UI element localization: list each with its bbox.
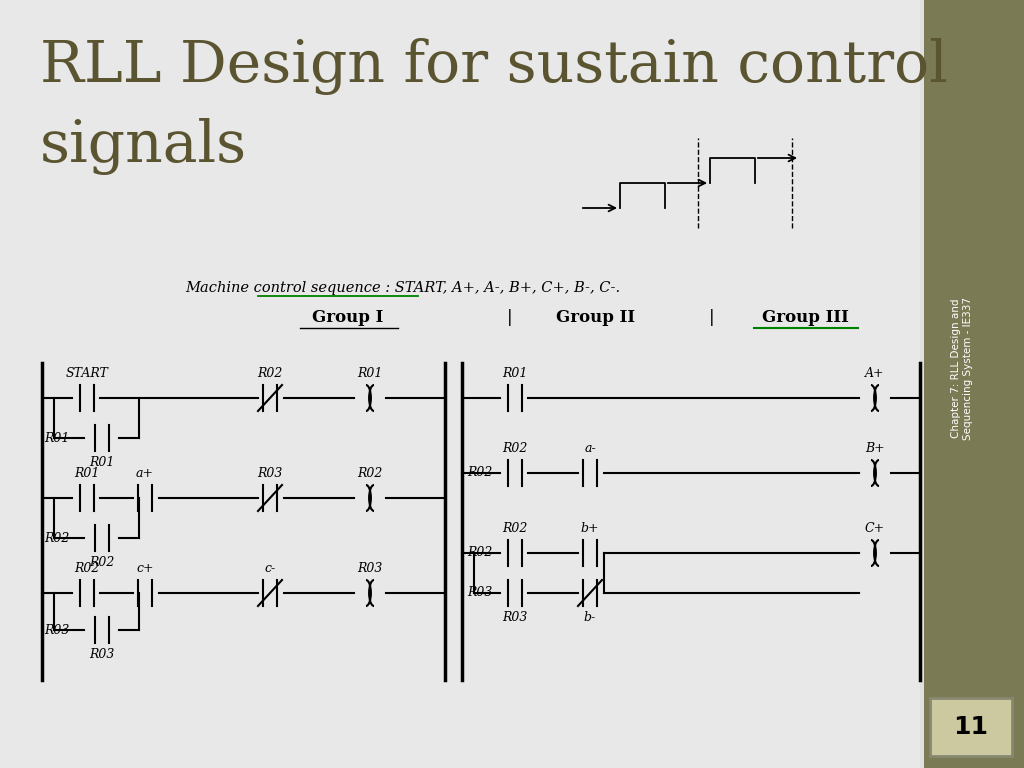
Text: R02: R02 [89, 556, 115, 569]
Text: b+: b+ [581, 522, 599, 535]
Text: R03: R03 [44, 624, 70, 637]
Bar [930, 698, 1012, 756]
Text: Chapter 7: RLL Design and
Sequencing System - IE337: Chapter 7: RLL Design and Sequencing Sys… [951, 296, 973, 439]
Text: 11: 11 [953, 715, 988, 739]
Text: R02: R02 [503, 522, 527, 535]
Text: RLL Design for sustain control: RLL Design for sustain control [40, 38, 948, 95]
Text: R01: R01 [44, 432, 70, 445]
Text: Group I: Group I [312, 310, 384, 326]
Text: signals: signals [40, 118, 247, 175]
Text: a-: a- [584, 442, 596, 455]
Bar [0, 0, 920, 568]
Text: R01: R01 [75, 467, 99, 480]
Text: Machine control sequence : START, A+, A-, B+, C+, B-, C-.: Machine control sequence : START, A+, A-… [185, 281, 621, 295]
Text: |: | [710, 310, 715, 326]
Text: c-: c- [264, 562, 275, 575]
Text: R03: R03 [357, 562, 383, 575]
Text: R03: R03 [467, 587, 493, 600]
Text: R03: R03 [503, 611, 527, 624]
Text: R02: R02 [257, 367, 283, 380]
Text: Group III: Group III [762, 310, 849, 326]
Text: R01: R01 [357, 367, 383, 380]
Text: R02: R02 [467, 466, 493, 479]
Text: c+: c+ [136, 562, 154, 575]
Text: R02: R02 [44, 531, 70, 545]
Text: R02: R02 [357, 467, 383, 480]
Text: a+: a+ [136, 467, 154, 480]
Text: START: START [66, 367, 109, 380]
Text: |: | [507, 310, 513, 326]
Bar [0, 0, 920, 768]
Text: A+: A+ [865, 367, 885, 380]
Text: C+: C+ [865, 522, 885, 535]
Text: R02: R02 [75, 562, 99, 575]
Text: R01: R01 [503, 367, 527, 380]
Text: b-: b- [584, 611, 596, 624]
Text: R03: R03 [257, 467, 283, 480]
Text: R02: R02 [503, 442, 527, 455]
Text: R03: R03 [89, 648, 115, 661]
Text: Group II: Group II [556, 310, 636, 326]
Text: R01: R01 [89, 456, 115, 469]
Text: R02: R02 [467, 547, 493, 560]
Bar [924, 0, 1024, 768]
Text: B+: B+ [865, 442, 885, 455]
